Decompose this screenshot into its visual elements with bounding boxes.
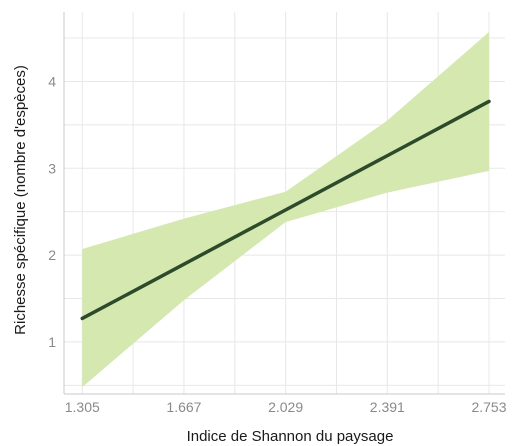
x-tick-label: 1.667 [166, 399, 201, 415]
y-axis-ticks: 1 2 3 4 [48, 73, 56, 349]
y-tick-label: 4 [48, 73, 56, 89]
y-tick-label: 1 [48, 334, 56, 350]
x-tick-label: 2.391 [370, 399, 405, 415]
y-tick-label: 2 [48, 247, 56, 263]
x-axis-title: Indice de Shannon du paysage [187, 428, 394, 445]
y-tick-label: 3 [48, 160, 56, 176]
x-axis-ticks: 1.305 1.667 2.029 2.391 2.753 [65, 399, 507, 415]
x-tick-label: 2.029 [268, 399, 303, 415]
regression-line [80, 99, 491, 321]
x-tick-label: 2.753 [471, 399, 506, 415]
x-tick-label: 1.305 [65, 399, 100, 415]
y-axis-title: Richesse spécifique (nombre d'espèces) [12, 65, 29, 335]
